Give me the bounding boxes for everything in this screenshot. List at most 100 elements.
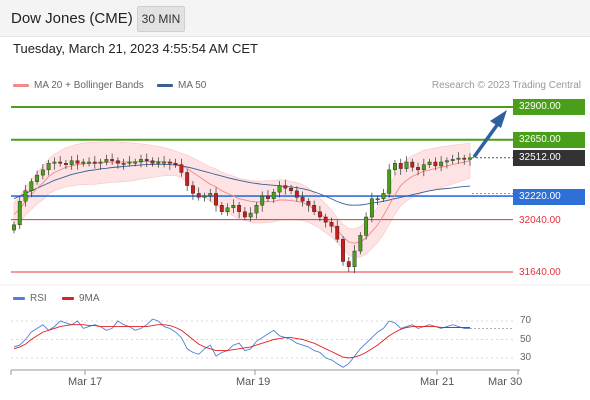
candle-body [12, 224, 16, 231]
candle-body [231, 205, 236, 209]
rsi-tick-50: 50 [520, 334, 532, 345]
legend-rsi-ma-label: 9MA [79, 293, 100, 304]
candle-body [277, 185, 282, 193]
candle-body [242, 211, 247, 218]
legend-ma20-label: MA 20 + Bollinger Bands [34, 80, 144, 91]
candle-body [381, 193, 386, 199]
candle-body [115, 160, 120, 164]
candle-body [439, 161, 444, 167]
candle-body [294, 190, 299, 198]
candle-body [40, 169, 45, 176]
candle-body [104, 159, 109, 163]
legend-ma50: MA 50 [157, 80, 206, 91]
candle-body [364, 216, 369, 236]
candle-body [202, 195, 207, 198]
candle-body [225, 207, 230, 212]
candle-body [52, 161, 57, 164]
rsi-ma-line [13, 324, 470, 359]
candle-body [358, 235, 363, 252]
rsi-tick-30: 30 [520, 352, 532, 363]
candle-body [335, 225, 340, 240]
legend-rsi-ma-swatch [62, 296, 74, 300]
candle-body [346, 261, 351, 267]
candle-body [167, 161, 172, 164]
x-tick-mar17: Mar 17 [68, 376, 103, 388]
candle-body [323, 216, 328, 223]
candle-body [450, 159, 455, 161]
candle-body [260, 195, 265, 206]
candle-body [75, 160, 80, 164]
candle-body [352, 250, 357, 267]
candle-body [156, 161, 161, 164]
candle-body [462, 157, 467, 160]
candle-body [92, 161, 97, 164]
candle-body [23, 190, 28, 202]
candle-body [162, 161, 167, 164]
timeframe-button[interactable]: 30 MIN [137, 6, 185, 32]
candle-body [468, 157, 472, 160]
candle-body [191, 185, 195, 194]
candle-body [219, 205, 224, 212]
candle-body [416, 167, 420, 171]
candle-body [139, 159, 143, 163]
forecast-arrow-head [490, 110, 507, 128]
candle-body [248, 212, 253, 218]
level-label-last: 32512.00 [513, 150, 585, 166]
candle-body [341, 239, 345, 262]
candle-body [196, 193, 201, 198]
candle-body [214, 193, 218, 206]
candle-body [121, 163, 126, 165]
candle-body [427, 161, 432, 165]
rsi-tick-70: 70 [520, 315, 532, 326]
x-tick-mar21: Mar 21 [420, 376, 455, 388]
candle-body [421, 164, 426, 171]
candle-body [317, 211, 322, 218]
candle-body [329, 222, 334, 227]
candle-body [375, 198, 380, 201]
candle-body [173, 163, 178, 165]
candle-body [185, 172, 190, 186]
legend-ma20-swatch [13, 83, 29, 87]
candle-body [237, 205, 242, 212]
legend-ma20: MA 20 + Bollinger Bands [13, 80, 144, 91]
header-bar: Dow Jones (CME) 30 MIN [0, 0, 590, 37]
candle-body [81, 161, 86, 164]
candle-body [456, 157, 461, 160]
level-label-32650: 32650.00 [513, 132, 585, 148]
candle-body [444, 160, 449, 163]
candle-body [266, 195, 270, 199]
ma50-line [13, 163, 471, 206]
candle-body [150, 160, 155, 164]
legend-ma50-label: MA 50 [178, 80, 207, 91]
candle-body [393, 163, 397, 171]
level-label-32220: 32220.00 [513, 189, 585, 205]
candle-body [35, 174, 40, 182]
x-tick-mar30: Mar 30 [488, 376, 523, 388]
candle-body [300, 197, 305, 202]
legend-rsi-label: RSI [30, 293, 47, 304]
candle-body [387, 169, 392, 194]
candle-body [289, 187, 293, 192]
candle-body [69, 160, 74, 165]
credit-text: Research © 2023 Trading Central [431, 80, 581, 91]
candle-body [306, 201, 311, 206]
candle-body [208, 193, 213, 197]
candle-body [144, 159, 149, 161]
legend-ma50-swatch [157, 83, 173, 87]
candle-body [404, 161, 409, 169]
candle-body [410, 161, 415, 168]
candle-body [433, 161, 438, 167]
level-label-32900: 32900.00 [513, 99, 585, 115]
instrument-title: Dow Jones (CME) [11, 10, 133, 27]
candle-body [29, 181, 34, 192]
level-label-32040: 32040.00 [519, 215, 561, 226]
level-label-31640: 31640.00 [519, 267, 561, 278]
candle-body [110, 159, 115, 161]
candle-body [87, 161, 91, 164]
candle-body [398, 163, 403, 169]
forecast-arrow-shaft [472, 119, 502, 159]
timestamp: Tuesday, March 21, 2023 4:55:54 AM CET [13, 41, 258, 56]
candle-body [127, 161, 132, 164]
legend-rsi-swatch [13, 296, 25, 300]
